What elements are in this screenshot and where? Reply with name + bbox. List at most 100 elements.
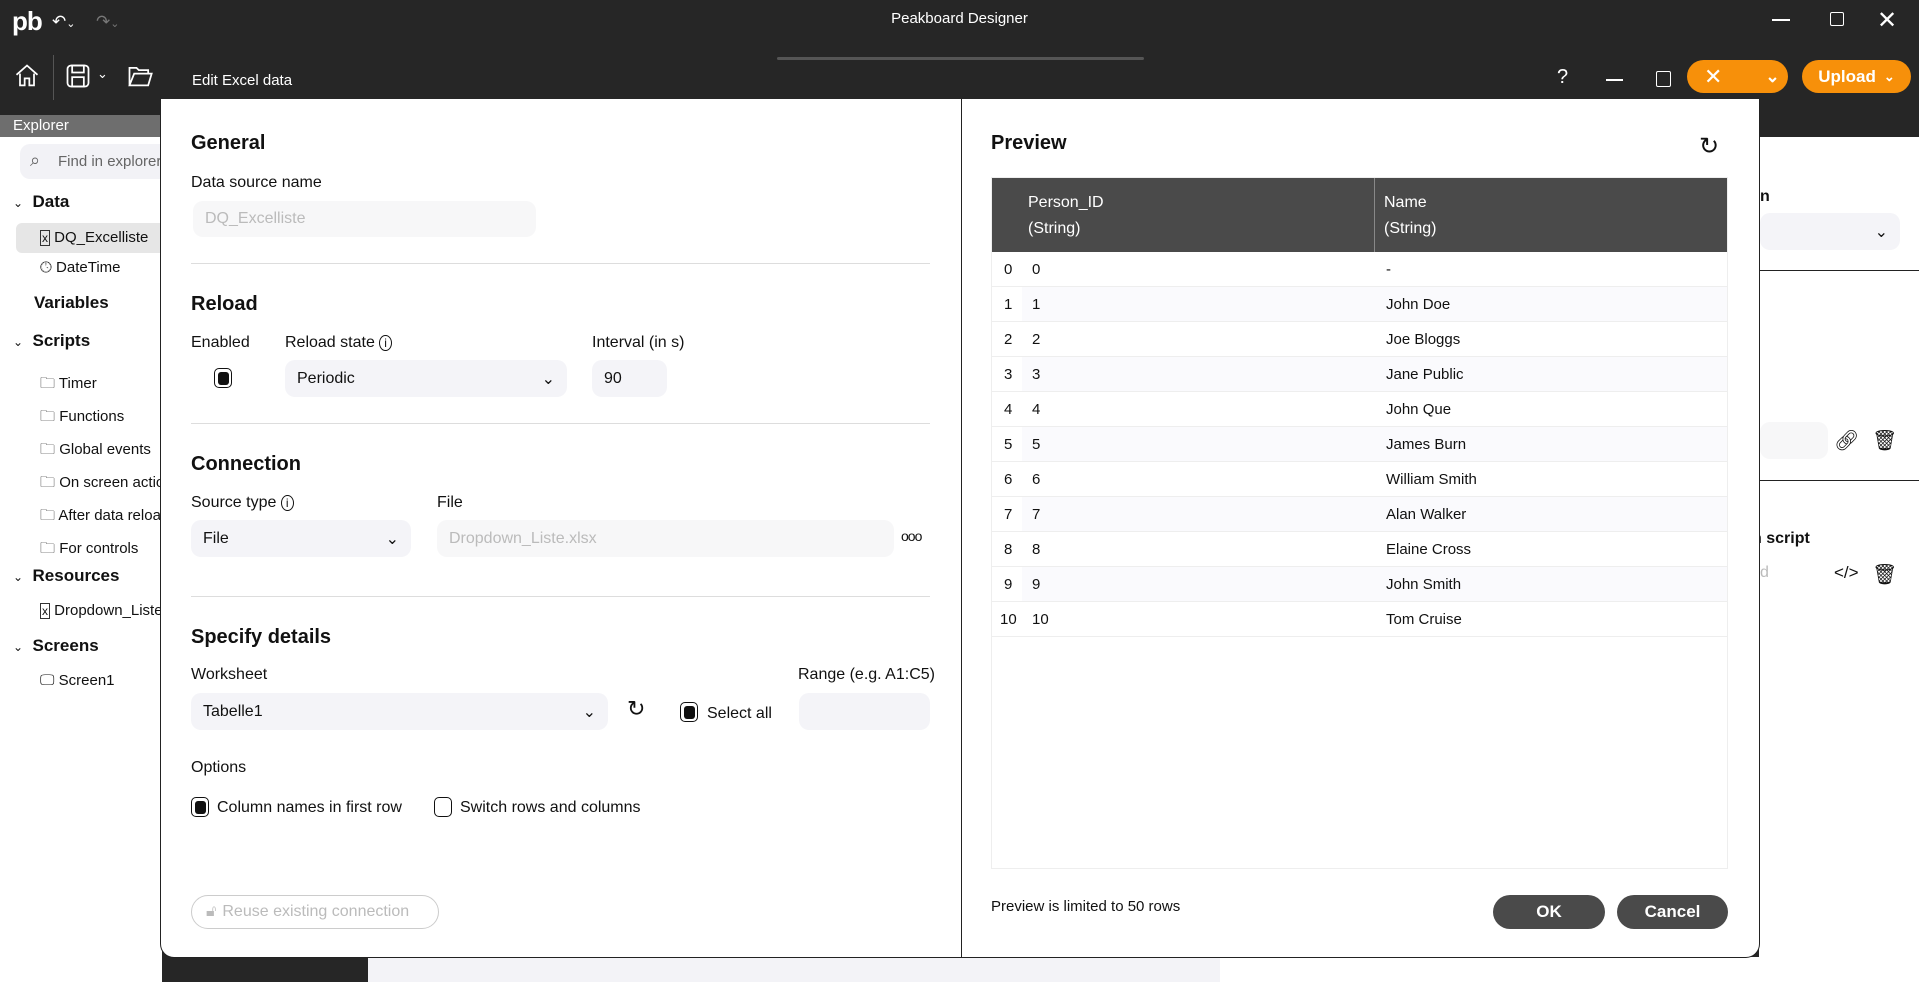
- close-window-icon[interactable]: ✕: [1877, 7, 1898, 34]
- chevron-down-icon: ⌄: [541, 370, 555, 388]
- dialog-minimize-icon[interactable]: [1606, 79, 1623, 81]
- explorer-tree: ⌄ Data x DQ_Excelliste 🕓︎ DateTime Varia…: [0, 190, 193, 710]
- table-row: 2 2 Joe Bloggs: [992, 322, 1727, 357]
- connection-heading: Connection: [191, 453, 301, 475]
- tree-group-variables[interactable]: Variables: [34, 293, 109, 312]
- reuse-connection-button[interactable]: 🔓︎ Reuse existing connection: [191, 895, 439, 929]
- cell-person-id: 4: [1032, 401, 1041, 418]
- table-row: 1 1 John Doe: [992, 287, 1727, 322]
- table-row: 0 0 -: [992, 252, 1727, 287]
- help-icon[interactable]: ?: [1557, 66, 1569, 88]
- explorer-panel: [0, 137, 162, 982]
- table-row: 5 5 James Burn: [992, 427, 1727, 462]
- cell-person-id: 6: [1032, 471, 1041, 488]
- range-input[interactable]: [799, 693, 930, 730]
- row-index: 6: [1004, 471, 1013, 488]
- cell-person-id: 7: [1032, 506, 1041, 523]
- table-row: 8 8 Elaine Cross: [992, 532, 1727, 567]
- cell-person-id: 3: [1032, 366, 1041, 383]
- app-title: Peakboard Designer: [891, 10, 1028, 27]
- upload-button[interactable]: Upload ⌄: [1802, 60, 1911, 93]
- column-header-name: Name (String): [1384, 194, 1437, 237]
- tree-item-datetime[interactable]: 🕓︎ DateTime: [40, 259, 121, 276]
- reload-state-label: Reload state i: [285, 334, 392, 352]
- refresh-preview-icon[interactable]: ↻: [1699, 133, 1720, 160]
- source-type-select[interactable]: File ⌄: [191, 520, 411, 557]
- property-input[interactable]: [1760, 422, 1828, 459]
- ok-button[interactable]: OK: [1493, 895, 1605, 929]
- tree-group-screens[interactable]: ⌄ Screens: [13, 636, 99, 655]
- file-input[interactable]: Dropdown_Liste.xlsx: [437, 520, 894, 557]
- general-heading: General: [191, 132, 266, 154]
- restore-icon[interactable]: [1830, 12, 1844, 26]
- save-chevron-icon[interactable]: ⌄: [97, 66, 108, 81]
- data-source-name-input[interactable]: DQ_Excelliste: [193, 201, 536, 237]
- preview-footer: Preview is limited to 50 rows: [991, 898, 1181, 915]
- column-names-checkbox[interactable]: [191, 797, 209, 817]
- cancel-button[interactable]: Cancel: [1617, 895, 1728, 929]
- redo-icon[interactable]: ↷⌄: [96, 12, 120, 31]
- folder-icon: 🗀: [40, 441, 56, 458]
- app-logo: pb: [12, 6, 43, 36]
- tree-group-resources[interactable]: ⌄ Resources: [13, 566, 120, 585]
- table-row: 6 6 William Smith: [992, 462, 1727, 497]
- tree-item-on-screen[interactable]: 🗀 On screen actions: [40, 474, 181, 491]
- tree-group-data[interactable]: ⌄ Data: [13, 192, 70, 211]
- tree-group-scripts[interactable]: ⌄ Scripts: [13, 331, 91, 350]
- tree-item-screen1[interactable]: 🖵︎ Screen1: [40, 672, 115, 689]
- worksheet-select[interactable]: Tabelle1 ⌄: [191, 693, 608, 730]
- cell-name: Alan Walker: [1386, 506, 1467, 523]
- save-icon[interactable]: [64, 62, 92, 90]
- canvas-area: [368, 957, 1220, 982]
- cell-person-id: 2: [1032, 331, 1041, 348]
- chevron-down-icon: ⌄: [385, 530, 399, 548]
- browse-more-icon[interactable]: ooo: [901, 528, 922, 544]
- select-all-checkbox[interactable]: [680, 702, 698, 722]
- name-label: Data source name: [191, 174, 322, 191]
- tree-item-global-events[interactable]: 🗀 Global events: [40, 441, 151, 458]
- tree-item-excel[interactable]: x DQ_Excelliste: [16, 223, 166, 253]
- trash-icon[interactable]: 🗑︎: [1872, 564, 1898, 586]
- table-row: 4 4 John Que: [992, 392, 1727, 427]
- home-icon[interactable]: [13, 62, 41, 90]
- reload-state-select[interactable]: Periodic ⌄: [285, 360, 567, 397]
- interval-input[interactable]: 90: [592, 360, 667, 397]
- preview-button[interactable]: ⌄: [1687, 60, 1788, 93]
- dialog-maximize-icon[interactable]: [1656, 71, 1671, 87]
- dialog-divider: [961, 99, 962, 957]
- tree-item-resource[interactable]: x Dropdown_Liste.xlsx: [40, 602, 193, 619]
- range-label: Range (e.g. A1:C5): [798, 666, 935, 683]
- row-index: 8: [1004, 541, 1013, 558]
- minimize-icon[interactable]: [1772, 19, 1790, 21]
- table-row: 10 10 Tom Cruise: [992, 602, 1727, 637]
- tree-item-for-controls[interactable]: 🗀 For controls: [40, 540, 139, 557]
- refresh-worksheet-icon[interactable]: ↻: [627, 696, 646, 721]
- divider: [1760, 480, 1919, 481]
- explorer-header: Explorer: [0, 115, 162, 137]
- row-index: 10: [1000, 611, 1017, 628]
- enabled-checkbox[interactable]: [214, 368, 232, 388]
- switch-rows-checkbox[interactable]: [434, 797, 452, 817]
- source-type-label: Source type i: [191, 494, 294, 512]
- folder-icon: 🗀: [40, 375, 56, 392]
- property-dropdown[interactable]: ⌄: [1760, 213, 1900, 250]
- explorer-search-input[interactable]: ⌕ Find in explorer: [20, 144, 180, 179]
- excel-icon: x: [40, 603, 50, 619]
- trash-icon[interactable]: 🗑︎: [1872, 430, 1898, 452]
- dialog-close-icon[interactable]: ✕: [1704, 64, 1723, 89]
- tree-item-functions[interactable]: 🗀 Functions: [40, 408, 125, 425]
- preview-heading: Preview: [991, 132, 1067, 154]
- code-icon[interactable]: </>: [1834, 563, 1859, 582]
- open-folder-icon[interactable]: [126, 62, 154, 90]
- tree-item-timer[interactable]: 🗀 Timer: [40, 375, 97, 392]
- chevron-down-icon: ⌄: [1883, 68, 1895, 84]
- details-heading: Specify details: [191, 626, 332, 648]
- link-icon[interactable]: 🔗︎: [1834, 430, 1860, 452]
- info-icon: i: [280, 495, 294, 511]
- canvas-area-right: [1220, 957, 1759, 982]
- tree-item-after-reload[interactable]: 🗀 After data reload: [40, 507, 170, 524]
- monitor-icon: 🖵︎: [40, 672, 55, 689]
- undo-icon[interactable]: ↶⌄: [52, 12, 76, 31]
- folder-icon: 🗀: [40, 408, 56, 425]
- row-index: 5: [1004, 436, 1013, 453]
